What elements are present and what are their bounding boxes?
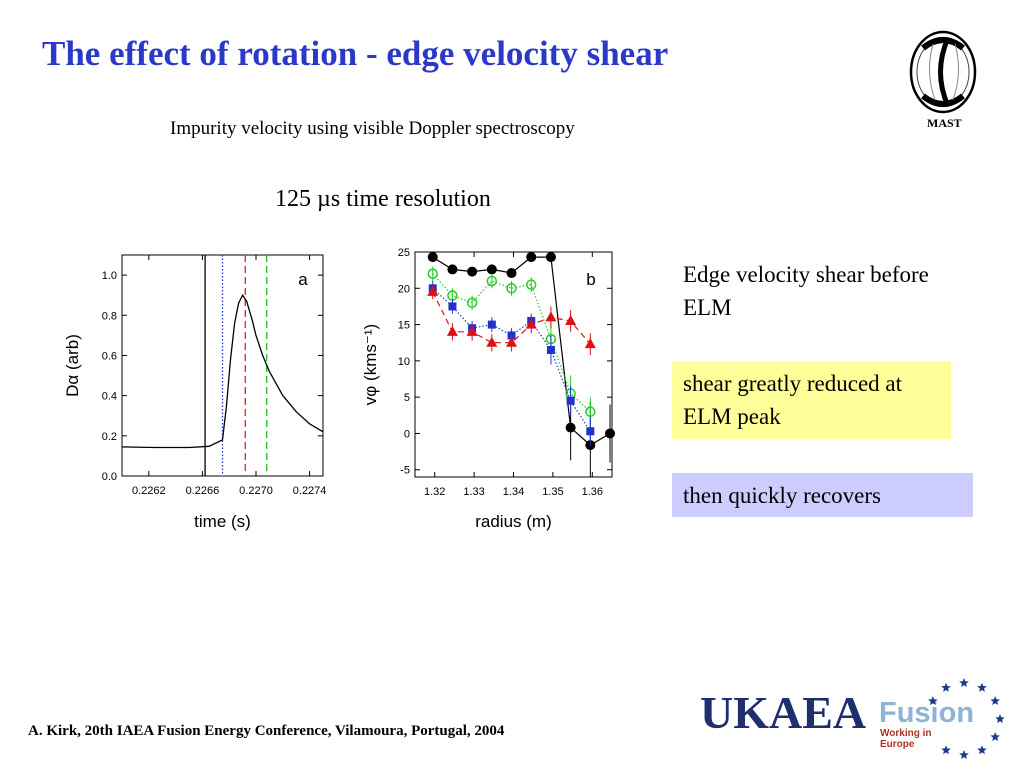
fusion-logo: Fusion: [879, 697, 975, 729]
eu-stars-icon: [928, 678, 1005, 759]
footer-citation: A. Kirk, 20th IAEA Fusion Energy Confere…: [28, 723, 505, 739]
data-point: [545, 252, 556, 263]
y-tick-label-a: 0.8: [102, 310, 117, 322]
x-tick-label-b: 1.35: [542, 486, 563, 498]
star-icon: [990, 732, 1000, 741]
series-line-b: [432, 291, 591, 345]
x-tick-label-a: 0.2274: [293, 485, 327, 497]
series-line-b: [432, 273, 591, 413]
x-axis-label-b: radius (m): [475, 512, 552, 531]
x-tick-label-b: 1.32: [424, 486, 445, 498]
data-point: [546, 345, 555, 354]
data-point: [525, 279, 537, 290]
star-icon: [959, 750, 969, 759]
data-point: [525, 318, 537, 329]
star-icon: [959, 678, 969, 687]
x-tick-label-b: 1.36: [582, 486, 603, 498]
data-point: [427, 268, 438, 280]
star-icon: [928, 696, 938, 705]
data-point: [506, 283, 517, 294]
data-point: [448, 302, 457, 311]
data-point: [486, 264, 497, 275]
y-tick-label-a: 0.0: [102, 471, 117, 483]
data-point: [605, 428, 616, 439]
note-edge-shear: Edge velocity shear before ELM: [683, 262, 929, 320]
y-axis-label-b: vφ (kms⁻¹): [361, 324, 380, 405]
chart-panel-b: -5 0 5 10 15 20 25 1.32 1.33 1.34 1.35 1.36 b radius …: [361, 247, 616, 531]
data-point: [545, 311, 557, 322]
series-line-a: [121, 293, 324, 449]
plot-frame-a: [121, 254, 324, 477]
mast-logo-label: MAST: [927, 116, 962, 130]
working-in-europe-label: Working in Europe: [880, 728, 932, 750]
y-tick-label-a: 0.4: [102, 391, 117, 403]
data-point: [584, 338, 596, 349]
data-point: [446, 325, 458, 336]
data-point: [526, 252, 537, 263]
data-point: [566, 396, 575, 405]
x-tick-label-b: 1.34: [503, 486, 524, 498]
x-tick-label-b: 1.33: [463, 486, 484, 498]
y-tick-label-a: 0.6: [102, 350, 117, 362]
chart-panel-a: 0.0 0.2 0.4 0.6 0.8 1.0 0.2262 0.2266 0.2270 0.22…: [63, 254, 327, 531]
time-resolution-label: 125 µs time resolution: [275, 186, 491, 212]
data-point: [586, 427, 595, 436]
data-point: [466, 297, 478, 309]
data-point: [565, 422, 576, 433]
data-point: [427, 285, 439, 296]
data-point: [466, 325, 478, 336]
slide-title: The effect of rotation - edge velocity s…: [42, 34, 669, 73]
data-point: [486, 275, 498, 287]
star-icon: [977, 682, 987, 692]
slide-subtitle: Impurity velocity using visible Doppler …: [170, 118, 575, 139]
mast-logo-icon: [909, 30, 977, 114]
y-tick-label-a: 0.2: [102, 431, 117, 443]
data-point: [427, 252, 438, 263]
star-icon: [977, 745, 987, 755]
y-tick-label-a: 1.0: [102, 270, 117, 282]
y-tick-label-b: 10: [398, 356, 410, 368]
star-icon: [941, 682, 951, 692]
x-axis-label-a: time (s): [194, 512, 251, 531]
data-point: [565, 314, 577, 325]
data-point: [487, 320, 496, 329]
star-icon: [995, 714, 1005, 723]
ukaea-logo: UKAEA: [700, 687, 867, 738]
x-tick-label-a: 0.2266: [186, 485, 220, 497]
x-tick-label-a: 0.2262: [132, 485, 166, 497]
data-point: [506, 336, 518, 347]
data-point: [447, 264, 458, 275]
star-icon: [990, 696, 1000, 705]
y-tick-label-b: 5: [404, 392, 410, 404]
x-tick-label-a: 0.2270: [239, 485, 273, 497]
note-quickly-recovers: then quickly recovers: [672, 473, 973, 517]
data-point: [506, 268, 517, 279]
y-tick-label-b: 20: [398, 283, 410, 295]
panel-label-a: a: [298, 270, 308, 289]
y-tick-label-b: -5: [400, 465, 410, 477]
data-point: [585, 406, 596, 417]
y-tick-label-b: 15: [398, 320, 410, 332]
y-axis-label-a: Dα (arb): [63, 334, 82, 397]
y-tick-label-b: 0: [404, 428, 410, 440]
star-icon: [941, 745, 951, 755]
plot-frame-b: [414, 251, 613, 478]
y-tick-label-b: 25: [398, 247, 410, 259]
series-line-b: [432, 256, 611, 446]
data-point: [467, 266, 478, 277]
panel-label-b: b: [586, 270, 595, 289]
data-point: [486, 336, 498, 347]
note-shear-reduced: shear greatly reduced at ELM peak: [672, 361, 951, 439]
